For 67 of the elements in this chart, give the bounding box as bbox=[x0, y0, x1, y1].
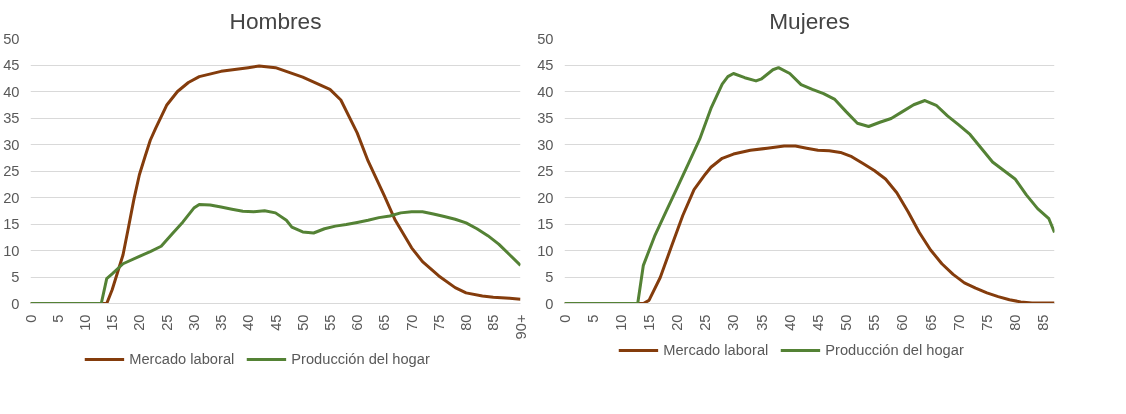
x-tick-label: 85 bbox=[1035, 314, 1052, 331]
y-tick-label: 0 bbox=[545, 295, 554, 312]
y-tick-label: 40 bbox=[3, 83, 20, 100]
chart-title: Hombres bbox=[229, 7, 322, 34]
x-tick-label: 10 bbox=[612, 314, 629, 331]
legend-label: Mercado laboral bbox=[129, 351, 235, 367]
x-tick-label: 75 bbox=[430, 314, 447, 331]
x-tick-label: 65 bbox=[376, 314, 393, 331]
x-tick-label: 25 bbox=[697, 314, 714, 331]
y-tick-label: 20 bbox=[537, 189, 554, 206]
line-series bbox=[564, 66, 1055, 304]
y-tick-label: 35 bbox=[537, 110, 554, 126]
x-tick-label: 5 bbox=[584, 314, 601, 323]
x-tick-label: 60 bbox=[894, 314, 911, 331]
y-tick-label: 15 bbox=[537, 216, 554, 232]
x-tick-label: 5 bbox=[49, 314, 66, 323]
y-tick-label: 10 bbox=[537, 242, 554, 259]
x-tick-label: 55 bbox=[866, 314, 883, 331]
y-tick-label: 45 bbox=[537, 57, 554, 73]
y-tick-label: 35 bbox=[3, 110, 20, 126]
x-tick-label: 50 bbox=[838, 314, 855, 331]
legend-label: Producción del hogar bbox=[291, 351, 430, 367]
x-tick-label: 30 bbox=[185, 314, 202, 331]
x-tick-label: 75 bbox=[978, 314, 995, 331]
x-tick-label: 90+ bbox=[512, 314, 529, 340]
x-tick-label: 0 bbox=[556, 314, 573, 323]
y-tick-label: 5 bbox=[545, 269, 554, 285]
x-tick-label: 20 bbox=[669, 314, 686, 331]
x-tick-label: 25 bbox=[158, 314, 175, 331]
x-tick-label: 15 bbox=[104, 314, 121, 331]
x-tick-label: 45 bbox=[267, 314, 284, 331]
line-series bbox=[30, 202, 521, 304]
x-tick-label: 35 bbox=[213, 314, 230, 331]
y-tick-label: 50 bbox=[3, 30, 20, 47]
x-tick-label: 55 bbox=[321, 314, 338, 331]
y-tick-label: 30 bbox=[3, 136, 20, 153]
x-tick-label: 70 bbox=[403, 314, 420, 331]
x-tick-label: 85 bbox=[485, 314, 502, 331]
x-tick-label: 0 bbox=[22, 314, 39, 323]
y-tick-label: 40 bbox=[537, 83, 554, 100]
y-tick-label: 25 bbox=[537, 163, 554, 179]
x-tick-label: 50 bbox=[294, 314, 311, 331]
y-tick-label: 20 bbox=[3, 189, 20, 206]
x-tick-label: 80 bbox=[458, 314, 475, 331]
y-tick-label: 30 bbox=[537, 136, 554, 153]
x-tick-label: 45 bbox=[809, 314, 826, 331]
y-tick-label: 0 bbox=[11, 295, 20, 312]
chart-title: Mujeres bbox=[769, 7, 850, 34]
x-tick-label: 15 bbox=[640, 314, 657, 331]
x-tick-label: 80 bbox=[1007, 314, 1024, 331]
legend-label: Mercado laboral bbox=[663, 342, 769, 358]
y-tick-label: 25 bbox=[3, 163, 20, 179]
y-tick-label: 10 bbox=[3, 242, 20, 259]
y-tick-label: 50 bbox=[537, 30, 554, 47]
x-tick-label: 70 bbox=[950, 314, 967, 331]
x-tick-label: 40 bbox=[240, 314, 257, 331]
x-tick-label: 30 bbox=[725, 314, 742, 331]
x-tick-label: 35 bbox=[753, 314, 770, 331]
y-tick-label: 5 bbox=[11, 269, 20, 285]
legend-label: Producción del hogar bbox=[825, 342, 964, 358]
x-tick-label: 40 bbox=[781, 314, 798, 331]
x-tick-label: 65 bbox=[922, 314, 939, 331]
x-tick-label: 20 bbox=[131, 314, 148, 331]
x-tick-label: 60 bbox=[349, 314, 366, 331]
y-tick-label: 45 bbox=[3, 57, 20, 73]
y-tick-label: 15 bbox=[3, 216, 20, 232]
x-tick-label: 10 bbox=[76, 314, 93, 331]
